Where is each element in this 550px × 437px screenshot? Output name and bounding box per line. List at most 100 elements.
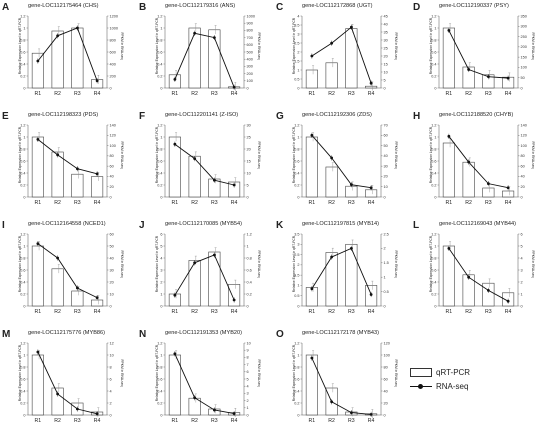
bar	[325, 252, 338, 307]
x-tick-label: R2	[54, 309, 61, 315]
y-tick-label: 1.2	[431, 14, 436, 18]
y2-tick-label: 40	[384, 22, 388, 26]
y-tick-label: 0.6	[20, 50, 25, 54]
rnaseq-point	[193, 396, 197, 400]
y-tick-label: 0.6	[431, 159, 436, 163]
y2-tick-label: 600	[247, 43, 253, 47]
chart-svg: 0 0.2 0.4 0.6 0.8 1 1.2 0 5 10 15 20 25 30 R1 R2 R3 R4	[157, 123, 251, 206]
y2-tick-label: 6	[247, 370, 249, 374]
y-tick-label: 0.4	[20, 280, 25, 284]
y2-tick-label: 50	[110, 244, 114, 248]
y-tick-label: 1	[23, 26, 25, 30]
y2-tick-label: 0	[110, 86, 112, 90]
y-tick-label: 0	[23, 195, 25, 199]
rnaseq-line	[311, 357, 372, 415]
chart-svg: 0 0.2 0.4 0.6 0.8 1 1.2 0 1 2 3 4 5 6 R1 R2 R3 R4	[431, 232, 522, 315]
rnaseq-point	[467, 68, 471, 71]
rnaseq-point	[232, 85, 236, 89]
y-tick-label: 0.8	[157, 38, 162, 42]
y2-tick-label: 300	[521, 25, 527, 29]
y2-tick-label: 0	[247, 195, 249, 199]
y-tick-label: 1	[23, 135, 25, 139]
y-tick-label: 0.5	[294, 294, 299, 298]
rnaseq-line	[37, 351, 98, 415]
y2-tick-label: 400	[247, 58, 253, 62]
rnaseq-point	[95, 172, 99, 176]
y-tick-label: 1.5	[294, 59, 299, 63]
y2-tick-label: 20	[247, 147, 251, 151]
y2-tick-label: 0	[110, 413, 112, 417]
rnaseq-point	[447, 247, 451, 250]
x-tick-label: R1	[35, 200, 42, 206]
y2-tick-label: 10	[247, 171, 251, 175]
bar	[51, 268, 64, 307]
rnaseq-line	[37, 27, 98, 81]
bar	[31, 354, 44, 416]
panel-title: gene-LOC112172868 (UGT)	[302, 3, 373, 9]
y-tick-label: 0.6	[157, 159, 162, 163]
y2-tick-label: 0	[247, 86, 249, 90]
panel-label: F	[139, 111, 146, 122]
y2-tick-label: 700	[247, 36, 253, 40]
y2-tick-label: 25	[247, 135, 251, 139]
y2-tick-label: 200	[110, 74, 116, 78]
y2-tick-label: 20	[384, 175, 388, 179]
panel-label: H	[413, 111, 421, 122]
x-tick-label: R4	[231, 91, 238, 97]
y-tick-label: 0.2	[157, 401, 162, 405]
y2-tick-label: 40	[521, 175, 525, 179]
x-tick-label: R1	[309, 418, 316, 424]
panel-title: gene-LOC112170085 (MYB54)	[165, 221, 243, 227]
rnaseq-point	[369, 186, 373, 190]
y2-tick-label: 2	[384, 247, 386, 251]
rnaseq-line	[174, 254, 235, 301]
x-tick-label: R2	[54, 418, 61, 424]
rnaseq-point	[56, 153, 60, 157]
x-tick-label: R4	[231, 309, 238, 315]
y2-tick-label: 0	[247, 304, 249, 308]
rnaseq-point	[193, 261, 197, 265]
rnaseq-point	[486, 289, 490, 292]
panel-label: M	[2, 329, 11, 340]
bar	[325, 62, 338, 89]
y2-tick-label: 4	[110, 389, 112, 393]
y2-tick-label: 40	[110, 256, 114, 260]
y-tick-label: 6	[160, 232, 162, 236]
y2-tick-label: 0.4	[247, 280, 252, 284]
y-tick-label: 0.8	[157, 147, 162, 151]
y-tick-label: 0.8	[20, 365, 25, 369]
y-tick-label: 1.2	[294, 123, 299, 127]
x-tick-label: R2	[54, 91, 61, 97]
y-tick-label: 1	[23, 353, 25, 357]
y-tick-label: 3.5	[294, 232, 299, 236]
y-tick-label: 1.2	[157, 14, 162, 18]
y-tick-label: 3	[160, 268, 162, 272]
y2-tick-label: 120	[110, 134, 116, 138]
y2-tick-label: 600	[110, 50, 116, 54]
y2-tick-label: 1000	[247, 14, 255, 18]
x-tick-label: R3	[211, 418, 218, 424]
y-tick-label: 1	[434, 244, 436, 248]
x-tick-label: R3	[348, 200, 355, 206]
bar	[305, 69, 318, 89]
rnaseq-point	[349, 25, 353, 29]
x-tick-label: R2	[328, 91, 335, 97]
panel-label: B	[139, 2, 147, 13]
y2-tick-label: 350	[521, 14, 527, 18]
rnaseq-line	[311, 26, 372, 84]
rnaseq-line	[174, 353, 235, 415]
y-tick-label: 1	[297, 135, 299, 139]
y-tick-label: 1	[434, 135, 436, 139]
panel-title: gene-LOC112179316 (ANS)	[165, 3, 236, 9]
y2-tick-label: 0	[521, 86, 523, 90]
legend: qRT-PCR RNA-seq	[410, 340, 540, 391]
y2-tick-label: 200	[521, 45, 527, 49]
panel-title: gene-LOC112172178 (MYB43)	[302, 330, 380, 336]
x-tick-label: R4	[231, 200, 238, 206]
legend-bar-label: qRT-PCR	[436, 367, 471, 377]
